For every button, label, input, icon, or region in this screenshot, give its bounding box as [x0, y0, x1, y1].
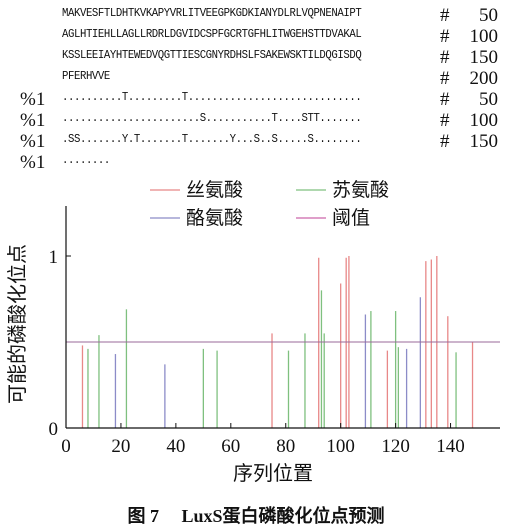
figure-caption: 图 7 LuxS蛋白磷酸化位点预测: [127, 506, 385, 526]
sequence-row-hash: #: [440, 110, 450, 131]
sequence-row: KSSLEEIAYHTEWEDVQGTTIESCGNYRDHSLFSAKEWSK…: [0, 46, 512, 68]
sequence-row-number: 150: [469, 131, 499, 152]
sequence-row-text: .SS.......Y.T.......T.......Y...S..S....…: [62, 133, 362, 146]
sequence-row-text: PFERHVVE: [62, 70, 110, 83]
sequence-row: MAKVESFTLDHTKVKAPYVRLITVEEGPKGDKIANYDLRL…: [0, 4, 512, 26]
sequence-row-number: 150: [469, 47, 499, 68]
sequence-row-number: 50: [479, 89, 498, 110]
sequence-row-hash: #: [440, 47, 450, 68]
sequence-row-text: ........: [62, 154, 110, 167]
legend-label: 苏氨酸: [332, 179, 389, 201]
axes: 0 20 40 60 80 100 120 140 0 1 序列位置 可能的磷酸化位点: [6, 206, 500, 485]
sequence-row-mark: %1: [20, 131, 46, 152]
sequence-row: %1 ..........T.........T.................…: [0, 88, 512, 110]
x-tick-label: 100: [326, 436, 355, 457]
y-tick-label: 0: [49, 419, 59, 440]
sequence-row-text: KSSLEEIAYHTEWEDVQGTTIESCGNYRDHSLFSAKEWSK…: [62, 49, 362, 62]
sequence-row-number: 100: [469, 26, 499, 47]
sequence-row-number: 100: [469, 110, 499, 131]
legend-label: 丝氨酸: [186, 179, 243, 201]
sequence-row: PFERHVVE #200: [0, 67, 512, 89]
sequence-row-mark: %1: [20, 152, 46, 173]
x-tick-label: 0: [61, 436, 71, 457]
sequence-row-hash: #: [440, 26, 450, 47]
x-tick-label: 120: [381, 436, 410, 457]
y-tick-label: 1: [49, 247, 59, 268]
sequence-row-text: ..........T.........T...................…: [62, 91, 362, 104]
sequence-row-hash: #: [440, 5, 450, 26]
legend-label: 阈值: [332, 207, 370, 229]
sequence-row-text: .......................S...........T....…: [62, 112, 362, 125]
plot-area: [66, 256, 500, 428]
x-tick-label: 40: [166, 436, 185, 457]
sequence-row-text: AGLHTIEHLLAGLLRDRLDGVIDCSPFGCRTGFHLITWGE…: [62, 28, 362, 41]
sequence-row: AGLHTIEHLLAGLLRDRLDGVIDCSPFGCRTGFHLITWGE…: [0, 25, 512, 47]
x-tick-label: 140: [436, 436, 465, 457]
sequence-row-hash: #: [440, 68, 450, 89]
legend-label: 酪氨酸: [186, 207, 243, 229]
sequence-row-hash: #: [440, 131, 450, 152]
y-axis-label: 可能的磷酸化位点: [6, 244, 29, 404]
sequence-row: %1........: [0, 151, 512, 173]
x-tick-label: 20: [111, 436, 130, 457]
sequence-row: %1 .SS.......Y.T.......T.......Y...S..S..…: [0, 130, 512, 152]
sequence-row-number: 200: [469, 68, 499, 89]
sequence-row-mark: %1: [20, 89, 46, 110]
sequence-row-number: 50: [479, 5, 498, 26]
x-tick-label: 60: [221, 436, 240, 457]
sequence-row-text: MAKVESFTLDHTKVKAPYVRLITVEEGPKGDKIANYDLRL…: [62, 7, 362, 20]
sequence-row-mark: %1: [20, 110, 46, 131]
sequence-row: %1 .......................S...........T..…: [0, 109, 512, 131]
x-axis-label: 序列位置: [233, 462, 313, 485]
x-tick-label: 80: [276, 436, 295, 457]
sequence-row-hash: #: [440, 89, 450, 110]
sequence-block: MAKVESFTLDHTKVKAPYVRLITVEEGPKGDKIANYDLRL…: [0, 4, 512, 173]
